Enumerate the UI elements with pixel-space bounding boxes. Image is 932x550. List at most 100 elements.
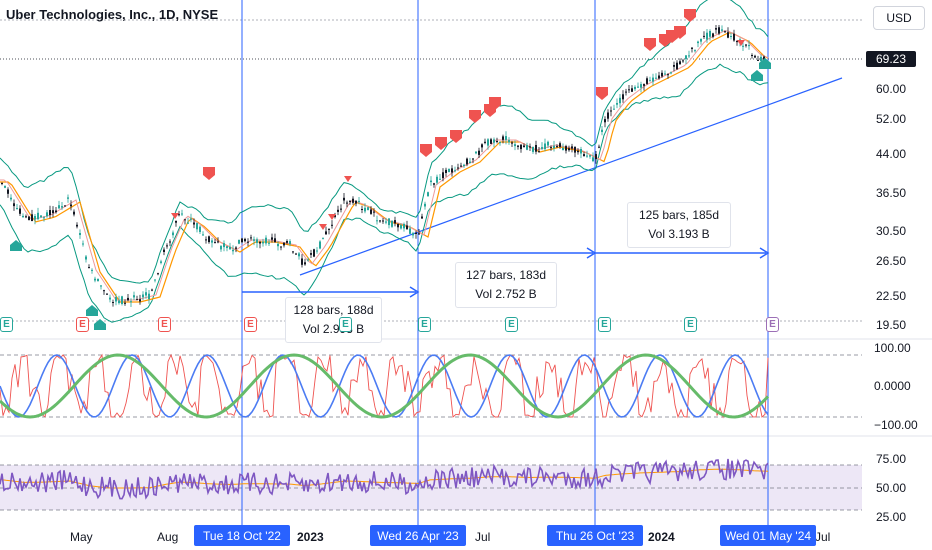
price-axis-label: 30.50	[876, 224, 907, 238]
candle-body	[364, 207, 366, 212]
candle-body	[391, 220, 393, 227]
sell-signal-marker	[489, 97, 501, 110]
candle-body	[544, 143, 546, 150]
range-volume: Vol 2.752 B	[475, 287, 537, 301]
candle-body	[496, 141, 498, 142]
candle-body	[679, 61, 681, 65]
candle-body	[82, 243, 84, 245]
candle-body	[109, 297, 111, 300]
date-marker-badge: Thu 26 Oct '23	[547, 525, 643, 546]
candle-body	[751, 55, 753, 56]
candle-body	[559, 143, 561, 147]
candle-body	[592, 157, 594, 162]
candle-body	[85, 256, 87, 260]
candle-body	[412, 233, 414, 236]
candle-body	[622, 94, 624, 100]
candle-body	[307, 259, 309, 261]
candle-body	[190, 218, 192, 220]
candle-body	[457, 167, 459, 169]
candle-body	[505, 136, 507, 140]
candle-body	[154, 279, 156, 281]
candle-body	[520, 144, 522, 150]
candle-body	[475, 151, 477, 154]
candle-body	[652, 77, 654, 82]
price-axis-label: 60.00	[876, 82, 907, 96]
candle-body	[424, 203, 426, 207]
sell-signal-marker	[450, 130, 462, 143]
candle-body	[157, 273, 159, 275]
candle-body	[49, 210, 51, 215]
candle-body	[352, 198, 354, 203]
earnings-marker[interactable]: E	[418, 317, 431, 332]
candle-body	[43, 217, 45, 219]
candle-body	[595, 154, 597, 160]
earnings-marker[interactable]: E	[158, 317, 171, 332]
candle-body	[331, 224, 333, 226]
earnings-marker[interactable]: E	[684, 317, 697, 332]
candle-body	[697, 41, 699, 44]
candle-body	[757, 59, 759, 61]
candle-body	[655, 77, 657, 79]
range-stats-box: 125 bars, 185d Vol 3.193 B	[627, 202, 731, 248]
candle-body	[322, 238, 324, 240]
candle-body	[730, 36, 732, 37]
date-marker-badge: Tue 18 Oct '22	[194, 525, 290, 546]
candle-body	[232, 249, 234, 252]
candle-body	[442, 172, 444, 179]
candle-body	[694, 50, 696, 52]
candle-body	[70, 204, 72, 207]
candle-body	[25, 216, 27, 218]
earnings-marker[interactable]: E	[76, 317, 89, 332]
candle-body	[124, 302, 126, 304]
candle-body	[343, 197, 345, 201]
candle-body	[478, 150, 480, 155]
candle-body	[37, 212, 39, 220]
candle-body	[373, 211, 375, 213]
range-stats-box: 128 bars, 188d Vol 2.993 B	[285, 297, 382, 343]
candle-body	[175, 220, 177, 223]
candle-body	[547, 141, 549, 146]
candle-body	[148, 293, 150, 299]
candle-body	[706, 32, 708, 40]
stochastic-d-line	[0, 354, 769, 418]
candle-body	[280, 246, 282, 248]
earnings-marker[interactable]: E	[505, 317, 518, 332]
candle-body	[643, 84, 645, 86]
candle-body	[415, 232, 417, 234]
candle-body	[208, 236, 210, 243]
candle-body	[145, 292, 147, 296]
candle-body	[256, 239, 258, 243]
candle-body	[55, 210, 57, 213]
candle-body	[136, 299, 138, 301]
candle-body	[577, 150, 579, 153]
candle-body	[328, 228, 330, 230]
price-axis-label: 36.50	[876, 186, 907, 200]
candle-body	[166, 245, 168, 247]
candle-body	[238, 240, 240, 244]
earnings-marker[interactable]: E	[244, 317, 257, 332]
earnings-marker[interactable]: E	[598, 317, 611, 332]
candle-body	[382, 220, 384, 222]
earnings-marker[interactable]: E	[339, 317, 352, 332]
candle-body	[40, 215, 42, 218]
range-bars-count: 127 bars, 183d	[465, 268, 547, 282]
candle-body	[562, 147, 564, 150]
candle-body	[142, 294, 144, 298]
price-axis-label: 19.50	[876, 318, 907, 332]
earnings-marker[interactable]: E	[766, 317, 779, 332]
moving-average-line	[0, 32, 769, 303]
candle-body	[433, 183, 435, 185]
candle-body	[247, 241, 249, 243]
candle-body	[718, 27, 720, 34]
currency-selector[interactable]: USD	[873, 6, 925, 30]
candle-body	[499, 141, 501, 144]
candle-body	[631, 88, 633, 92]
candle-body	[538, 151, 540, 153]
candle-body	[118, 300, 120, 304]
earnings-marker[interactable]: E	[0, 317, 13, 332]
stochastic-slow-line	[0, 353, 770, 419]
candle-body	[667, 74, 669, 76]
time-axis-label: Jul	[815, 530, 831, 544]
price-axis-label: 26.50	[876, 254, 907, 268]
